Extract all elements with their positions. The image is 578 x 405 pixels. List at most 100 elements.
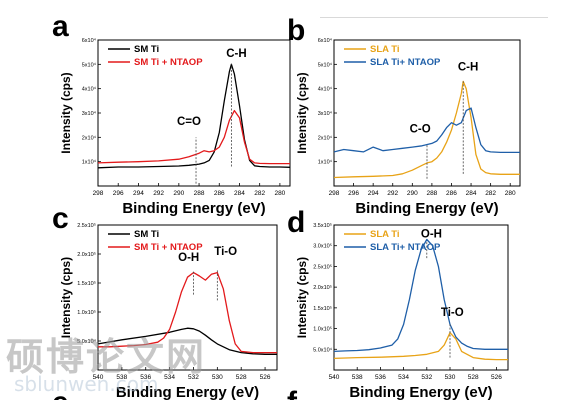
- y-tick-label: 4x10⁴: [82, 86, 97, 93]
- series-line: [334, 238, 508, 353]
- y-tick-label: 5x10⁴: [318, 61, 333, 68]
- y-tick-label: 5x10⁴: [82, 61, 97, 68]
- x-tick-label: 298: [329, 190, 340, 197]
- x-tick-label: 528: [236, 374, 247, 381]
- x-tick-label: 538: [352, 374, 363, 381]
- y-tick-label: 1.5x10⁵: [77, 280, 96, 287]
- x-tick-label: 292: [387, 190, 398, 197]
- y-tick-label: 1.0x10⁵: [77, 309, 96, 316]
- panel-letter: d: [287, 206, 305, 239]
- x-tick-label: 286: [446, 190, 457, 197]
- series-line: [334, 332, 508, 361]
- x-tick-label: 538: [116, 374, 127, 381]
- x-axis-label: Binding Energy (eV): [355, 200, 498, 217]
- watermark-chinese: 硕博论文网: [6, 334, 207, 379]
- legend-label: SM Ti: [134, 44, 159, 55]
- y-tick-label: 3.5x10⁵: [313, 222, 332, 229]
- y-axis-label: Intensity (cps): [295, 72, 309, 153]
- x-tick-label: 530: [445, 374, 456, 381]
- panel-letter: f: [287, 386, 298, 400]
- series-line: [334, 80, 520, 179]
- y-tick-label: 3x10⁴: [318, 110, 333, 117]
- legend-label: SLA Ti+ NTAOP: [370, 57, 441, 68]
- y-tick-label: 2.5x10⁵: [313, 263, 332, 270]
- x-tick-label: 284: [466, 190, 477, 197]
- y-tick-label: 2x10⁴: [318, 134, 333, 141]
- y-tick-label: 6x10⁴: [82, 37, 97, 44]
- x-tick-label: 282: [254, 190, 265, 197]
- y-tick-label: 1.5x10⁵: [313, 305, 332, 312]
- y-tick-label: 2.5x10⁵: [77, 222, 96, 229]
- peak-label: O-H: [421, 228, 442, 240]
- panel-letter: b: [287, 14, 305, 47]
- x-tick-label: 290: [407, 190, 418, 197]
- y-axis-label: Intensity (cps): [295, 257, 309, 338]
- y-tick-label: 2.0x10⁵: [77, 251, 96, 258]
- series-line: [334, 107, 520, 154]
- y-tick-label: 5.0x10⁴: [77, 338, 97, 345]
- x-tick-label: 532: [188, 374, 199, 381]
- x-tick-label: 298: [93, 190, 104, 197]
- x-tick-label: 540: [329, 374, 340, 381]
- panel-b: 298 296 294 292 290 288 286 284 282 280 1x10⁴ 2x10⁴…: [287, 14, 521, 217]
- plot-frame: [333, 224, 509, 371]
- x-tick-label: 290: [173, 190, 184, 197]
- x-tick-label: 536: [375, 374, 386, 381]
- legend-label: SM Ti: [134, 229, 159, 240]
- peak-label: Ti-O: [441, 307, 464, 319]
- peak-label: C-H: [458, 61, 478, 73]
- x-tick-label: 284: [234, 190, 245, 197]
- x-tick-label: 534: [164, 374, 175, 381]
- top-rule: [320, 17, 548, 18]
- y-tick-label: 1x10⁴: [318, 159, 333, 166]
- legend-label: SM Ti + NTAOP: [134, 57, 203, 68]
- y-tick-label: 4x10⁴: [318, 86, 333, 93]
- series-line: [98, 327, 277, 355]
- x-tick-label: 294: [133, 190, 144, 197]
- x-tick-label: 282: [485, 190, 496, 197]
- watermark: 硕博论文网 sblunwen.com: [0, 322, 240, 400]
- y-tick-label: 3x10⁴: [82, 110, 97, 117]
- peak-label: C-H: [226, 48, 246, 60]
- legend-label: SLA Ti+ NTAOP: [370, 242, 441, 253]
- plot-frame: [97, 224, 278, 371]
- y-axis-label: Intensity (cps): [59, 257, 73, 338]
- y-tick-label: 3.0x10⁵: [313, 243, 332, 250]
- peak-label: O-H: [178, 252, 199, 264]
- watermark-url: sblunwen.com: [14, 372, 159, 396]
- x-tick-label: 534: [398, 374, 409, 381]
- y-tick-label: 6x10⁴: [318, 37, 333, 44]
- x-tick-label: 540: [93, 374, 104, 381]
- panel-c: 540 538 536 534 532 530 528 526 5.0x10⁴ 1.0x10⁵ 1.…: [52, 202, 278, 401]
- x-tick-label: 530: [212, 374, 223, 381]
- x-tick-label: 288: [426, 190, 437, 197]
- series-line: [98, 63, 290, 169]
- peak-label: C=O: [177, 116, 201, 128]
- series-line: [98, 109, 290, 165]
- x-tick-label: 296: [348, 190, 359, 197]
- peak-label: Ti-O: [214, 246, 237, 258]
- peak-label: C-O: [410, 123, 431, 135]
- panel-d: 540 538 536 534 532 530 528 526 5.0x10⁴ 1.0x10⁵ 1.…: [287, 206, 509, 401]
- x-tick-label: 280: [505, 190, 516, 197]
- x-tick-label: 296: [113, 190, 124, 197]
- legend-label: SLA Ti: [370, 44, 400, 55]
- x-tick-label: 526: [260, 374, 271, 381]
- y-tick-label: 5.0x10⁴: [313, 346, 333, 353]
- x-tick-label: 292: [153, 190, 164, 197]
- legend-label: SM Ti + NTAOP: [134, 242, 203, 253]
- x-tick-label: 532: [421, 374, 432, 381]
- x-tick-label: 526: [491, 374, 502, 381]
- x-tick-label: 528: [468, 374, 479, 381]
- panel-a: 298 296 294 292 290 288 286 284 282 280 1x10⁴ 2x10⁴…: [52, 10, 291, 217]
- x-tick-label: 286: [214, 190, 225, 197]
- panel-letter: a: [52, 10, 69, 43]
- y-tick-label: 2.0x10⁵: [313, 284, 332, 291]
- x-axis-label: Binding Energy (eV): [349, 384, 492, 400]
- y-tick-label: 1x10⁴: [82, 159, 97, 166]
- y-tick-label: 2x10⁴: [82, 134, 97, 141]
- panel-letter: c: [52, 202, 69, 235]
- x-tick-label: 294: [368, 190, 379, 197]
